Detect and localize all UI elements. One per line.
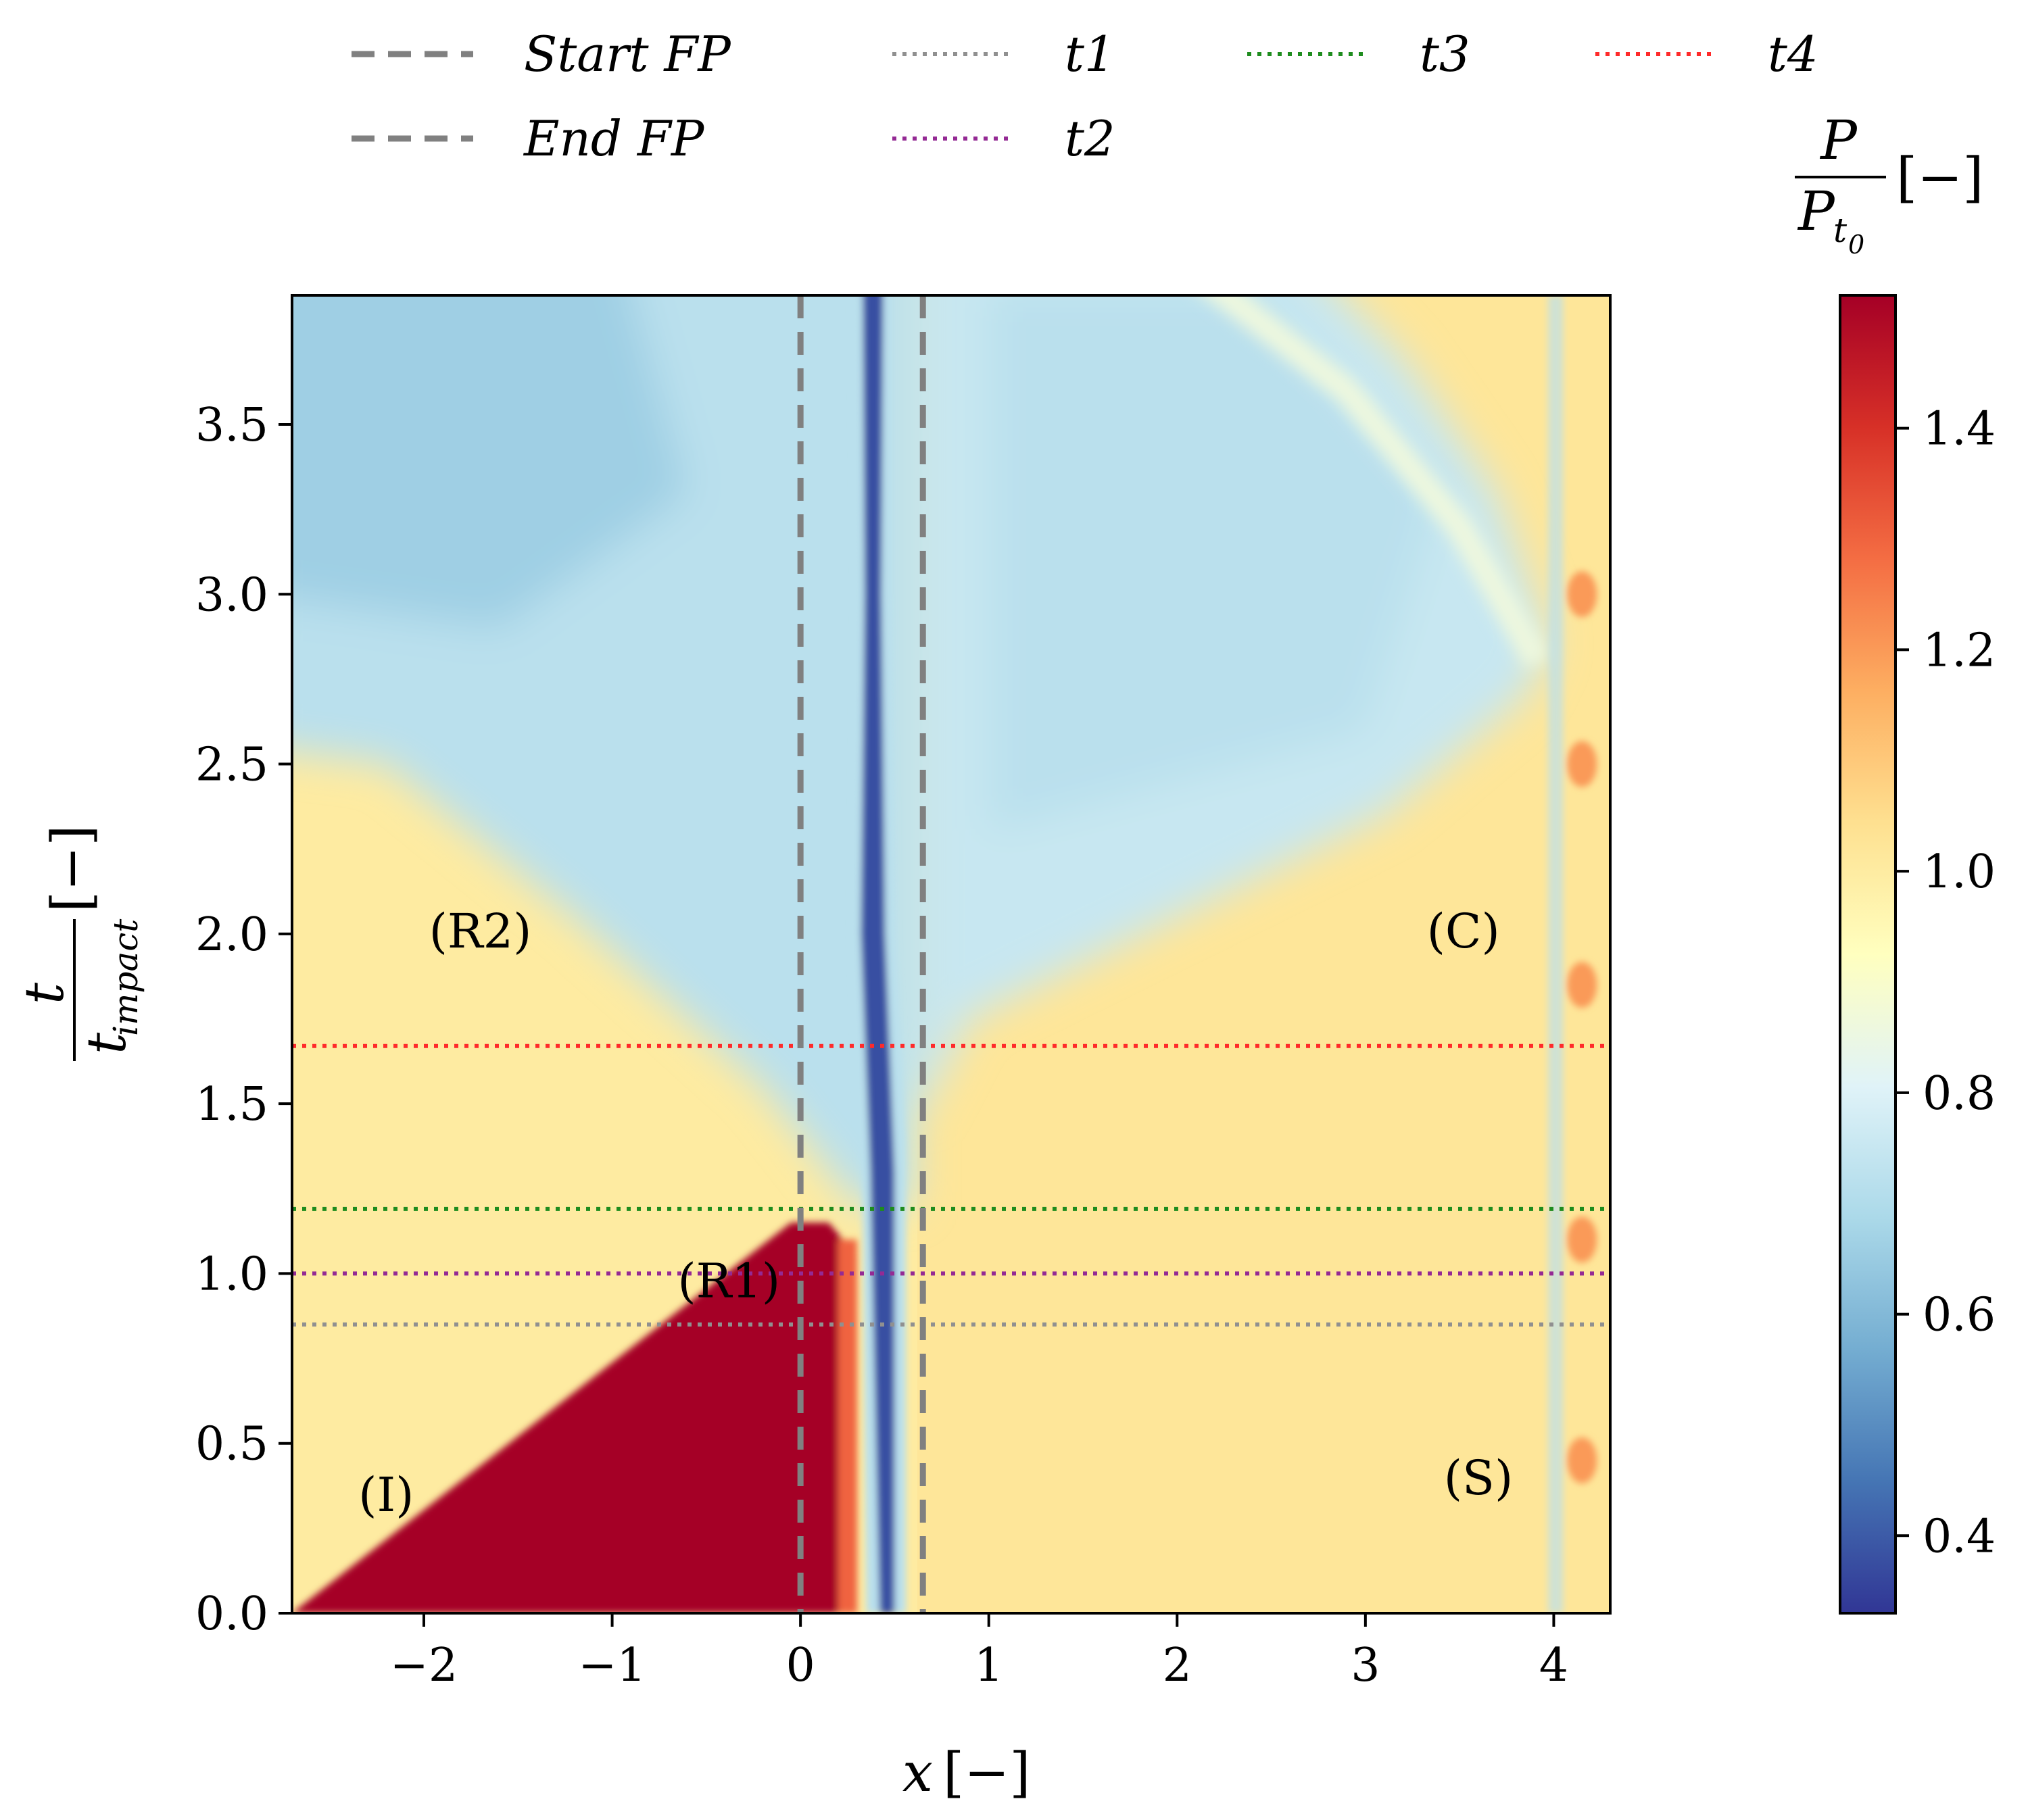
low-pressure-filament xyxy=(853,295,907,1613)
shock-reflection-blob xyxy=(1567,962,1597,1008)
colorbar-label-unit: [−] xyxy=(1896,146,1983,209)
colorbar-label-subsub: 0 xyxy=(1848,230,1864,260)
x-tick-label: −1 xyxy=(578,1639,646,1692)
plot-frame xyxy=(291,294,1612,1615)
region-label: (I) xyxy=(358,1467,414,1523)
legend-label: t4 xyxy=(1768,26,1818,82)
colorbar-tick-label: 1.4 xyxy=(1923,403,1996,456)
y-tick-label: 2.0 xyxy=(195,908,268,962)
legend: Start FP End FP t1 t2 t3 t4 xyxy=(352,26,1818,167)
legend-label: t1 xyxy=(1065,26,1115,82)
x-tick-label: 3 xyxy=(1351,1639,1380,1692)
y-axis-label-denominator: t xyxy=(75,1032,138,1054)
reflected-high-pressure-wedge xyxy=(292,1223,857,1613)
region-label: (S) xyxy=(1444,1450,1514,1506)
upper-right-deep-expansion xyxy=(988,295,1441,833)
colorbar-ticks: 0.4 0.6 0.8 1.0 1.2 1.4 xyxy=(1896,403,1996,1563)
legend-label: t2 xyxy=(1065,110,1115,167)
colorbar-tick-label: 1.0 xyxy=(1923,845,1996,899)
colorbar-tick-label: 0.6 xyxy=(1923,1289,1996,1342)
filament-core xyxy=(861,295,895,1613)
y-tick-label: 3.0 xyxy=(195,568,268,622)
legend-label: End FP xyxy=(523,110,705,167)
x-axis-label-var: x xyxy=(902,1741,933,1804)
upper-left-deep-expansion xyxy=(292,295,687,629)
colorbar-tick-label: 0.8 xyxy=(1923,1067,1996,1121)
x-tick-label: 4 xyxy=(1539,1639,1568,1692)
colorbar-label-numerator: P xyxy=(1819,109,1858,172)
y-tick-label: 0.5 xyxy=(195,1418,268,1471)
region-annotations: (I) (R1) (R2) (C) (S) xyxy=(358,904,1513,1523)
shock-reflection-blob xyxy=(1567,1437,1597,1483)
wedge-edge xyxy=(838,1239,857,1613)
legend-label: t3 xyxy=(1420,26,1470,82)
colorbar-tick-label: 1.2 xyxy=(1923,624,1996,677)
x-axis: −2 −1 0 1 2 3 4 xyxy=(390,1613,1568,1692)
expansion-zones xyxy=(292,295,1550,1206)
colorbar-tick-label: 0.4 xyxy=(1923,1510,1996,1563)
y-axis-label-subscript: impact xyxy=(106,918,145,1036)
fan-edge xyxy=(1204,295,1551,669)
colorbar-label: P P t 0 [−] xyxy=(1795,109,1983,260)
shock-wall-band xyxy=(1548,295,1564,1613)
region-label: (C) xyxy=(1427,904,1500,959)
x-tick-label: 2 xyxy=(1163,1639,1192,1692)
shock-reflection-blob xyxy=(1567,741,1597,787)
y-tick-label: 0.0 xyxy=(195,1588,268,1641)
region-label: (R1) xyxy=(677,1254,780,1309)
y-tick-label: 3.5 xyxy=(195,399,268,452)
y-axis: 0.0 0.5 1.0 1.5 2.0 2.5 3.0 3.5 xyxy=(195,399,292,1641)
fan-edge-band xyxy=(1204,295,1551,669)
x-tick-label: 1 xyxy=(974,1639,1003,1692)
y-tick-label: 1.5 xyxy=(195,1078,268,1131)
shock-reflection-blob xyxy=(1567,571,1597,618)
reference-lines xyxy=(292,295,1610,1613)
x-tick-label: 0 xyxy=(786,1639,815,1692)
colorbar-gradient xyxy=(1840,295,1896,1613)
colorbar-label-sub: t xyxy=(1833,211,1848,250)
y-tick-label: 2.5 xyxy=(195,739,268,792)
x-axis-label-unit: [−] xyxy=(943,1741,1030,1804)
y-axis-label: t t impact [−] xyxy=(13,825,145,1061)
colorbar-label-denominator: P xyxy=(1797,180,1835,243)
legend-label: Start FP xyxy=(524,26,731,82)
region-label: (R2) xyxy=(429,904,532,959)
pressure-field-heatmap xyxy=(292,295,1610,1613)
shock-zone xyxy=(1548,295,1597,1613)
reflection-zone xyxy=(292,1223,857,1613)
colorbar: 0.4 0.6 0.8 1.0 1.2 1.4 P P t 0 [−] xyxy=(1795,109,1996,1615)
y-tick-label: 1.0 xyxy=(195,1248,268,1301)
y-axis-label-unit: [−] xyxy=(40,825,103,912)
y-axis-label-numerator: t xyxy=(13,982,76,1004)
x-axis-label: x [−] xyxy=(902,1741,1031,1804)
colorbar-frame xyxy=(1839,294,1897,1615)
x-tick-label: −2 xyxy=(390,1639,458,1692)
shock-reflection-blob xyxy=(1567,1216,1597,1263)
